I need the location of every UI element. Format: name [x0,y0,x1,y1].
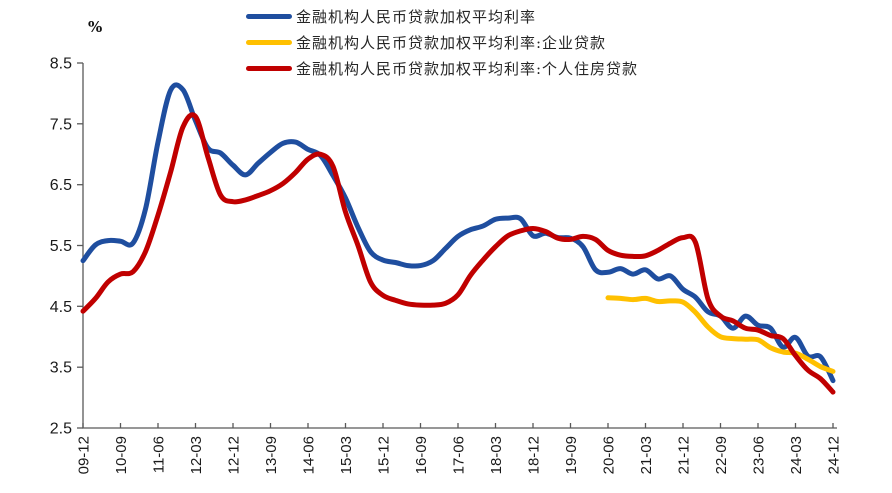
x-axis-tick-label: 24-12 [826,436,843,474]
legend-item-corporate-loans: 金融机构人民币贷款加权平均利率:企业贷款 [246,29,638,55]
legend-swatch-corporate-loans-icon [246,39,292,45]
x-axis-tick-label: 24-03 [788,436,805,474]
x-axis-tick-label: 18-12 [526,436,543,474]
legend-label-corporate-loans: 金融机构人民币贷款加权平均利率:企业贷款 [296,33,607,52]
x-axis-tick-label: 10-09 [113,436,130,474]
x-axis-tick-label: 19-09 [563,436,580,474]
x-axis-tick-label: 16-09 [413,436,430,474]
x-axis-tick-label: 09-12 [76,436,93,474]
x-axis-tick-label: 20-06 [601,436,618,474]
x-axis-tick-label: 15-12 [376,436,393,474]
legend-item-mortgage-loans: 金融机构人民币贷款加权平均利率:个人住房贷款 [246,55,638,81]
y-axis-tick-label: 8.5 [50,56,72,73]
x-axis-tick-label: 18-03 [488,436,505,474]
x-axis-tick-label: 17-06 [451,436,468,474]
y-axis-unit-label: % [88,18,103,36]
x-axis-tick-label: 21-03 [638,436,655,474]
x-axis-tick-label: 15-03 [338,436,355,474]
chart-legend: 金融机构人民币贷款加权平均利率 金融机构人民币贷款加权平均利率:企业贷款 金融机… [246,3,638,81]
x-axis-tick-label: 23-06 [751,436,768,474]
legend-swatch-mortgage-loans-icon [246,65,292,71]
legend-label-mortgage-loans: 金融机构人民币贷款加权平均利率:个人住房贷款 [296,59,639,78]
legend-item-overall-rate: 金融机构人民币贷款加权平均利率 [246,3,638,29]
y-axis-tick-label: 7.5 [50,116,72,133]
x-axis-tick-label: 13-09 [263,436,280,474]
y-axis-tick-label: 3.5 [50,360,72,377]
x-axis-tick-label: 11-06 [151,436,168,473]
y-axis-tick-label: 6.5 [50,177,72,194]
x-axis-tick-label: 21-12 [676,436,693,474]
series-line-2 [80,112,836,395]
x-axis-tick-label: 14-06 [301,436,318,474]
y-axis-tick-label: 2.5 [50,421,72,438]
x-axis-tick-label: 12-12 [226,436,243,474]
y-axis-tick-label: 4.5 [50,299,72,316]
legend-swatch-overall-rate-icon [246,13,292,19]
x-axis-tick-label: 12-03 [188,436,205,474]
y-axis-tick-label: 5.5 [50,238,72,255]
legend-label-overall-rate: 金融机构人民币贷款加权平均利率 [296,7,537,26]
x-axis-tick-label: 22-09 [713,436,730,474]
